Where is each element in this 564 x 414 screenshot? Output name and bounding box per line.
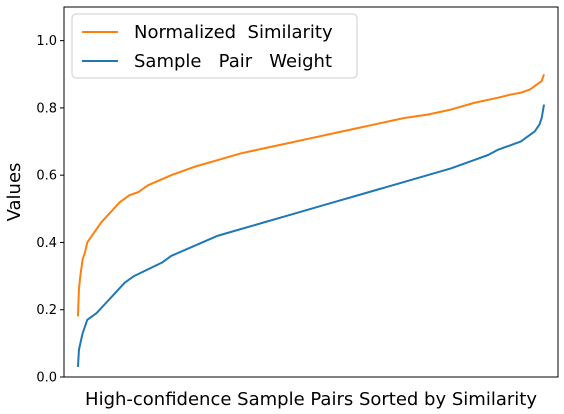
y-tick-label: 0.6	[36, 169, 57, 184]
series-line-sample-pair-weight	[76, 104, 546, 367]
y-tick-label: 0.2	[36, 303, 57, 318]
series-line-normalized-similarity	[76, 73, 545, 317]
y-tick-label: 1.0	[36, 34, 57, 49]
legend-frame	[71, 13, 358, 79]
series-layer	[76, 73, 546, 367]
x-axis-label: High-confidence Sample Pairs Sorted by S…	[85, 389, 537, 410]
y-axis-label: Values	[4, 163, 25, 222]
plot-area-frame	[63, 6, 559, 378]
y-tick-label: 0.8	[36, 101, 57, 116]
legend-label-normalized-similarity: Normalized Similarity	[134, 22, 333, 43]
y-axis-ticks: 0.0 0.2 0.4 0.6 0.8 1.0	[36, 34, 64, 386]
y-tick-label: 0.4	[36, 236, 57, 251]
legend: Normalized Similarity Sample Pair Weight	[71, 13, 358, 79]
y-tick-label: 0.0	[36, 371, 57, 386]
legend-label-sample-pair-weight: Sample Pair Weight	[134, 51, 332, 72]
